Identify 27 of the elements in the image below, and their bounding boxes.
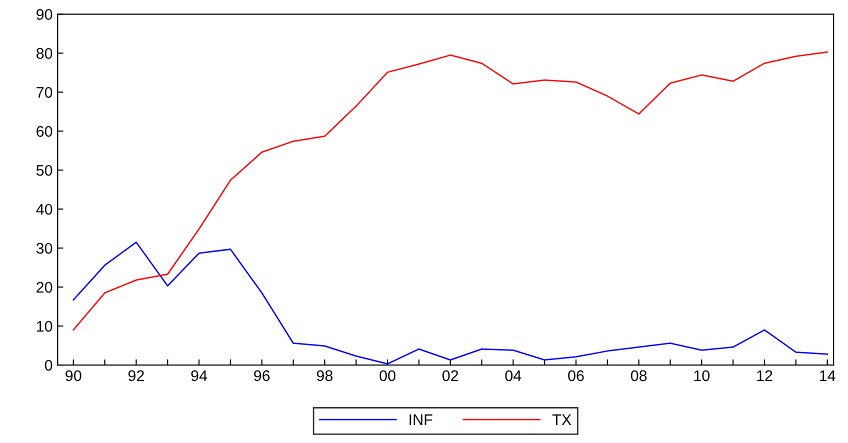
y-tick-label: 20 — [36, 282, 52, 293]
y-tick-label: 0 — [44, 360, 52, 371]
y-tick-label: 10 — [36, 320, 52, 332]
y-tick-label: 60 — [36, 126, 52, 137]
x-tick-label: 94 — [191, 370, 208, 382]
legend-label: TX — [552, 414, 572, 425]
y-tick-label: 90 — [36, 9, 52, 20]
x-tick-label: 90 — [66, 370, 82, 382]
y-tick-label: 80 — [36, 48, 52, 59]
x-tick-label: 04 — [505, 370, 522, 382]
x-tick-label: 06 — [568, 370, 584, 382]
y-tick-label: 40 — [36, 204, 52, 215]
x-tick-label: 00 — [380, 370, 396, 382]
x-tick-label: 96 — [254, 370, 270, 382]
legend-label: INF — [410, 414, 432, 425]
x-tick-label: 10 — [694, 370, 710, 382]
x-tick-label: 08 — [630, 370, 647, 382]
line-series — [72, 51, 828, 331]
x-tick-label: 14 — [820, 370, 836, 381]
y-tick-label: 30 — [36, 242, 52, 254]
y-tick-label: 70 — [36, 87, 52, 98]
x-tick-label: 98 — [316, 370, 333, 382]
line-series — [72, 242, 828, 365]
x-tick-label: 92 — [128, 370, 144, 382]
y-tick-label: 50 — [36, 164, 52, 176]
x-tick-label: 02 — [442, 370, 458, 382]
x-tick-label: 12 — [757, 370, 772, 381]
